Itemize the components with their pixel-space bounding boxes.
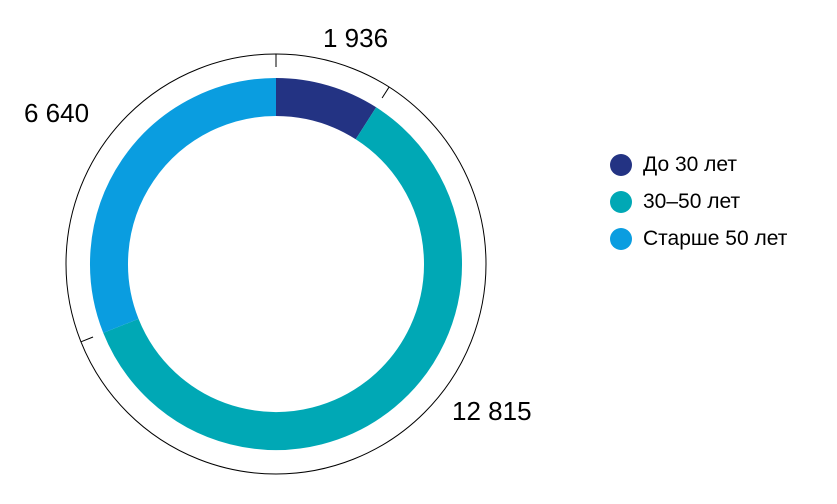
legend-swatch-under-30 bbox=[610, 153, 632, 176]
legend-label-30-50: 30–50 лет bbox=[643, 189, 741, 213]
legend-item-30-50: 30–50 лет bbox=[610, 183, 787, 220]
legend-swatch-30-50 bbox=[610, 190, 632, 213]
slice-under-30 bbox=[275, 78, 377, 140]
value-label-over-50: 6 640 bbox=[24, 98, 89, 128]
slice-over-50 bbox=[90, 78, 277, 333]
legend-item-over-50: Старше 50 лет bbox=[610, 220, 787, 257]
value-label-30-50: 12 815 bbox=[452, 396, 532, 426]
legend-item-under-30: До 30 лет bbox=[610, 146, 787, 183]
value-label-under-30: 1 936 bbox=[323, 23, 388, 53]
tick-30-50-end bbox=[80, 336, 94, 343]
slice-30-50 bbox=[103, 107, 462, 450]
legend-swatch-over-50 bbox=[610, 227, 632, 250]
legend-label-over-50: Старше 50 лет bbox=[643, 226, 788, 250]
legend-label-under-30: До 30 лет bbox=[643, 152, 738, 176]
legend: До 30 лет 30–50 лет Старше 50 лет bbox=[610, 146, 787, 257]
outer-ring bbox=[65, 53, 487, 475]
tick-under-30-end bbox=[381, 86, 390, 99]
